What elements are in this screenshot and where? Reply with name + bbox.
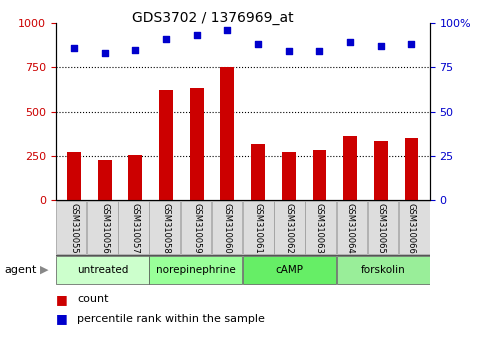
Bar	[98, 160, 112, 200]
Text: GSM310064: GSM310064	[346, 203, 355, 253]
Text: GSM310059: GSM310059	[192, 203, 201, 253]
Point	[408, 41, 415, 47]
Text: GSM310057: GSM310057	[131, 203, 140, 253]
Point	[224, 27, 231, 33]
Text: GSM310055: GSM310055	[70, 203, 78, 253]
Point	[254, 41, 262, 47]
Text: GSM310056: GSM310056	[100, 203, 109, 253]
Point	[162, 36, 170, 42]
Text: agent: agent	[5, 265, 37, 275]
Bar	[399, 201, 429, 254]
Bar	[374, 141, 388, 200]
Bar	[149, 256, 242, 284]
Bar	[343, 136, 357, 200]
Text: GSM310060: GSM310060	[223, 203, 232, 253]
Bar	[87, 201, 118, 254]
Point	[315, 48, 323, 54]
Text: GSM310062: GSM310062	[284, 203, 293, 253]
Text: cAMP: cAMP	[275, 265, 303, 275]
Bar	[56, 201, 86, 254]
Bar	[337, 201, 367, 254]
Text: GDS3702 / 1376969_at: GDS3702 / 1376969_at	[132, 11, 294, 25]
Text: GSM310058: GSM310058	[161, 203, 170, 253]
Bar	[243, 201, 273, 254]
Point	[377, 43, 384, 49]
Bar	[118, 201, 149, 254]
Bar	[243, 256, 336, 284]
Bar	[56, 256, 149, 284]
Text: GSM310065: GSM310065	[376, 203, 385, 253]
Bar	[149, 201, 180, 254]
Text: ■: ■	[56, 293, 67, 306]
Text: ▶: ▶	[40, 265, 49, 275]
Text: count: count	[77, 294, 109, 304]
Point	[193, 33, 200, 38]
Point	[346, 40, 354, 45]
Text: percentile rank within the sample: percentile rank within the sample	[77, 314, 265, 324]
Bar	[251, 144, 265, 200]
Bar	[159, 90, 173, 200]
Text: GSM310061: GSM310061	[254, 203, 263, 253]
Bar	[313, 150, 327, 200]
Bar	[305, 201, 336, 254]
Bar	[128, 155, 142, 200]
Bar	[181, 201, 211, 254]
Point	[285, 48, 293, 54]
Point	[70, 45, 78, 51]
Bar	[337, 256, 429, 284]
Bar	[190, 88, 204, 200]
Bar	[368, 201, 398, 254]
Bar	[282, 152, 296, 200]
Text: norepinephrine: norepinephrine	[156, 265, 236, 275]
Text: ■: ■	[56, 312, 67, 325]
Bar	[220, 67, 234, 200]
Text: untreated: untreated	[77, 265, 128, 275]
Bar	[212, 201, 242, 254]
Text: GSM310066: GSM310066	[407, 203, 416, 253]
Point	[131, 47, 139, 52]
Bar	[274, 201, 305, 254]
Bar	[405, 138, 418, 200]
Text: forskolin: forskolin	[361, 265, 405, 275]
Point	[101, 50, 109, 56]
Text: GSM310063: GSM310063	[315, 203, 324, 253]
Bar	[67, 152, 81, 200]
